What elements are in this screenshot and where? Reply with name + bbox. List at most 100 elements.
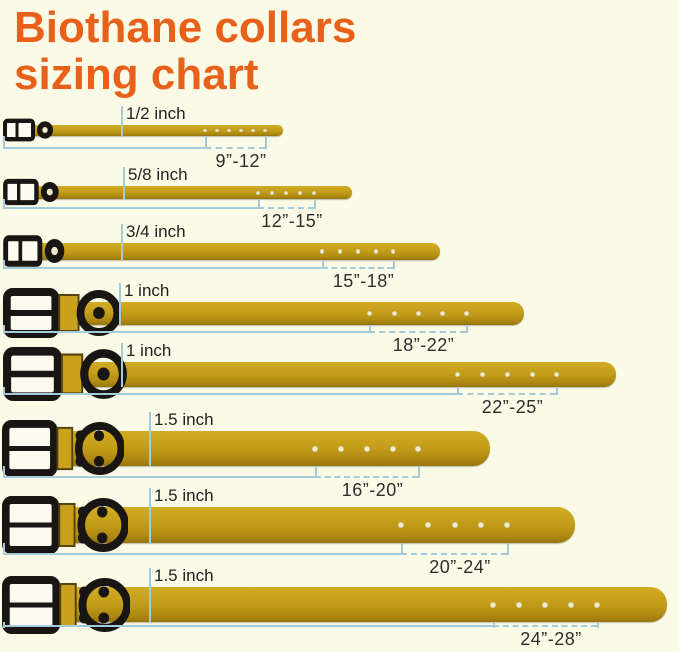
- measure-tick: [3, 325, 5, 333]
- measure-tick: [265, 136, 267, 149]
- width-label: 1.5 inch: [154, 410, 214, 429]
- strap-hole: [390, 445, 396, 452]
- width-label: 1.5 inch: [154, 566, 214, 585]
- measure-tick: [3, 136, 5, 149]
- measure-line-solid: [3, 267, 322, 269]
- strap-hole: [454, 372, 460, 377]
- width-label: 1 inch: [126, 341, 172, 360]
- strap-hole: [478, 522, 484, 528]
- measure-line-dashed: [369, 331, 466, 333]
- width-label: 1 inch: [124, 281, 170, 300]
- strap-hole: [568, 601, 574, 608]
- measure-tick: [205, 136, 207, 149]
- strap-hole: [553, 372, 559, 377]
- measure-tick: [507, 543, 509, 555]
- buckle-icon: [2, 576, 130, 634]
- width-label: 3/4 inch: [126, 222, 186, 241]
- strap-hole: [227, 128, 231, 133]
- measure-tick: [393, 260, 395, 269]
- measure-line-dashed: [205, 147, 265, 149]
- measure-tick: [466, 325, 468, 333]
- measure-line-solid: [3, 147, 205, 149]
- size-range-label: 20”-24”: [429, 557, 491, 577]
- measure-tick: [418, 466, 420, 478]
- measure-tick: [3, 622, 5, 628]
- strap-hole: [319, 249, 325, 254]
- buckle-icon: [2, 420, 124, 477]
- strap-hole: [391, 311, 397, 316]
- measure-tick: [3, 466, 5, 478]
- strap-hole: [337, 249, 343, 254]
- measure-line-solid: [3, 207, 258, 209]
- strap-hole: [425, 522, 431, 528]
- strap-hole: [504, 372, 510, 377]
- strap-hole: [239, 128, 243, 133]
- size-range-label: 16”-20”: [341, 480, 404, 500]
- measure-tick: [258, 199, 260, 209]
- width-tick-line: [121, 224, 123, 260]
- width-label: 1.5 inch: [154, 486, 214, 505]
- collar-strap: [8, 587, 667, 622]
- strap-hole: [203, 128, 207, 133]
- strap-hole: [298, 190, 302, 195]
- measure-line-dashed: [493, 625, 597, 627]
- strap-hole: [390, 249, 396, 254]
- strap-hole: [256, 190, 260, 195]
- measure-tick: [314, 199, 316, 209]
- measure-tick: [597, 622, 599, 628]
- size-range-label: 24”-28”: [520, 629, 582, 649]
- strap-hole: [263, 128, 267, 133]
- strap-hole: [452, 522, 458, 528]
- measure-line-dashed: [457, 393, 556, 395]
- buckle-icon: [2, 496, 128, 554]
- strap-hole: [479, 372, 485, 377]
- measure-tick: [3, 199, 5, 209]
- collar-strap: [8, 431, 490, 466]
- measure-line-dashed: [322, 267, 393, 269]
- measure-tick: [457, 387, 459, 395]
- strap-hole: [594, 601, 600, 608]
- measure-tick: [493, 622, 495, 628]
- measure-tick: [315, 466, 317, 478]
- strap-hole: [439, 311, 445, 316]
- width-tick-line: [121, 343, 123, 387]
- buckle-icon: [2, 288, 122, 338]
- page-title: Biothane collars sizing chart: [14, 4, 356, 98]
- strap-hole: [373, 249, 379, 254]
- width-tick-line: [119, 283, 121, 325]
- strap-hole: [504, 522, 510, 528]
- width-tick-line: [123, 167, 125, 199]
- strap-hole: [415, 445, 421, 452]
- strap-hole: [312, 445, 318, 452]
- measure-tick: [3, 260, 5, 269]
- buckle-icon: [3, 178, 59, 206]
- width-tick-line: [121, 106, 123, 136]
- strap-hole: [338, 445, 344, 452]
- width-label: 1/2 inch: [126, 104, 186, 123]
- strap-hole: [355, 249, 361, 254]
- page-title-line1: Biothane collars: [14, 3, 357, 52]
- strap-hole: [284, 190, 288, 195]
- width-tick-line: [149, 412, 151, 466]
- measure-tick: [556, 387, 558, 395]
- strap-hole: [398, 522, 404, 528]
- measure-tick: [401, 543, 403, 555]
- measure-tick: [369, 325, 371, 333]
- strap-hole: [463, 311, 469, 316]
- strap-hole: [366, 311, 372, 316]
- width-tick-line: [149, 488, 151, 543]
- strap-hole: [251, 128, 255, 133]
- strap-hole: [490, 601, 496, 608]
- strap-hole: [415, 311, 421, 316]
- collar-strap: [8, 186, 352, 199]
- measure-line-solid: [3, 476, 315, 478]
- buckle-icon: [3, 118, 53, 142]
- collar-strap: [8, 243, 440, 260]
- measure-line-dashed: [258, 207, 314, 209]
- page-title-line2: sizing chart: [14, 50, 259, 100]
- measure-tick: [322, 260, 324, 269]
- measure-line-solid: [3, 553, 401, 555]
- strap-hole: [312, 190, 316, 195]
- collar-strap: [8, 125, 283, 136]
